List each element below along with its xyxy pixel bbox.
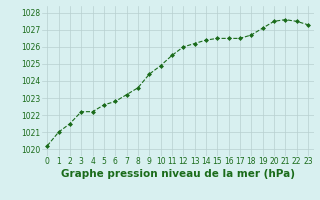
- X-axis label: Graphe pression niveau de la mer (hPa): Graphe pression niveau de la mer (hPa): [60, 169, 295, 179]
